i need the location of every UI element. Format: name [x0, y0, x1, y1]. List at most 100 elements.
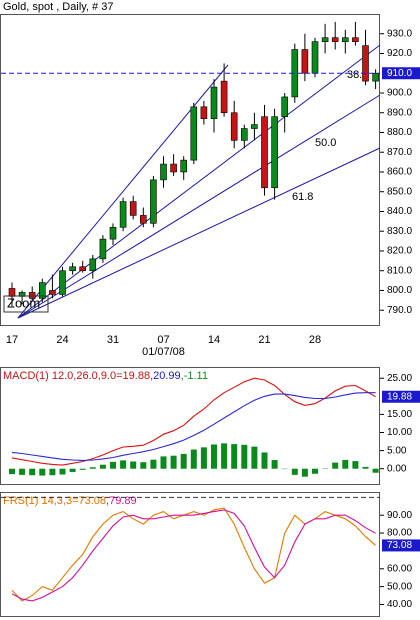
candle-body: [241, 128, 248, 141]
title-segment: ,20.99: [150, 370, 181, 382]
fib-line: [17, 44, 381, 319]
candle-body: [89, 258, 97, 272]
candle-body: [119, 201, 127, 228]
candle-body: [79, 266, 86, 272]
y-tick-label: 820.0: [387, 246, 412, 257]
candle-body: [251, 124, 258, 129]
candle-body: [99, 238, 107, 260]
stoch-panel: [0, 492, 380, 617]
y-tick-label: 900.0: [387, 88, 412, 99]
title-segment: ,-1.11: [181, 370, 208, 382]
x-tick-label: 28: [309, 334, 321, 346]
candle-body: [170, 163, 177, 173]
series-line: [11, 392, 376, 461]
histogram-bar: [352, 461, 359, 469]
y-tick-label: 60.00: [387, 563, 412, 574]
value-box-label: 19.88: [387, 391, 412, 402]
candle-body: [321, 37, 329, 42]
candle-body: [230, 112, 238, 141]
histogram-bar: [372, 468, 379, 473]
candle-body: [271, 116, 278, 189]
x-tick-label: 14: [208, 334, 220, 346]
macd-panel: [0, 367, 380, 485]
y-tick-label: 790.0: [387, 305, 412, 316]
x-tick-label: 17: [6, 334, 18, 346]
candle-body: [362, 45, 369, 82]
histogram-bar: [39, 468, 46, 476]
x-tick-label: 31: [107, 334, 119, 346]
candle-body: [311, 41, 319, 74]
title-segment: ,79.89: [106, 495, 137, 507]
y-tick-label: 90.00: [387, 510, 412, 521]
y-tick-label: 930.0: [387, 28, 412, 39]
y-tick-label: 10.00: [387, 427, 412, 438]
histogram-bar: [180, 453, 187, 469]
histogram-bar: [130, 461, 137, 469]
candle-body: [200, 106, 208, 119]
candle-body: [210, 86, 218, 119]
histogram-bar: [241, 444, 248, 469]
price-panel: [0, 14, 380, 326]
y-tick-label: 15.00: [387, 409, 412, 420]
zoom-label[interactable]: Zoom: [7, 295, 40, 310]
candle-body: [150, 179, 157, 224]
candle-body: [352, 37, 359, 42]
y-tick-label: 850.0: [387, 186, 412, 197]
fib-label: 50.0: [315, 137, 336, 149]
candle-body: [140, 215, 147, 224]
candle-body: [160, 163, 167, 181]
candle-body: [59, 270, 66, 295]
title-segment: FRS(1) 14,3,3=73.08: [3, 495, 106, 507]
y-tick-label: 40.00: [387, 599, 412, 610]
histogram-bar: [99, 464, 106, 469]
zoom-button[interactable]: [3, 295, 49, 313]
histogram-bar: [79, 468, 86, 470]
histogram-bar: [312, 468, 318, 474]
candle-body: [372, 72, 379, 82]
y-tick-label: 810.0: [387, 265, 412, 276]
fib-line: [17, 147, 381, 319]
value-box: [382, 390, 420, 403]
y-tick-label: 50.00: [387, 581, 412, 592]
histogram-bar: [271, 460, 278, 469]
candle-body: [261, 116, 268, 189]
chart-title: Gold, spot , Daily, # 37: [3, 1, 113, 13]
x-sublabel: 01/07/08: [142, 346, 185, 358]
fib-line: [17, 94, 381, 319]
y-tick-label: 800.0: [387, 285, 412, 296]
candle-body: [28, 292, 36, 299]
series-line: [11, 377, 376, 466]
value-box: [382, 67, 420, 80]
y-tick-label: 860.0: [387, 167, 412, 178]
histogram-bar: [110, 461, 116, 469]
histogram-bar: [251, 446, 258, 469]
value-box-label: 910.0: [387, 68, 412, 79]
histogram-bar: [231, 444, 238, 469]
histogram-bar: [160, 456, 167, 469]
histogram-bar: [261, 452, 268, 469]
series-line: [11, 509, 376, 602]
value-box-label: 73.08: [387, 540, 412, 551]
histogram-bar: [362, 466, 369, 469]
value-box: [382, 539, 420, 552]
y-tick-label: 830.0: [387, 226, 412, 237]
histogram-bar: [211, 444, 217, 469]
candle-body: [180, 159, 187, 173]
y-tick-label: 840.0: [387, 206, 412, 217]
histogram-bar: [200, 447, 207, 469]
histogram-bar: [221, 443, 228, 469]
y-tick-label: 870.0: [387, 147, 412, 158]
candle-body: [49, 290, 56, 295]
fib-label: 61.8: [292, 191, 313, 203]
histogram-bar: [301, 468, 308, 477]
histogram-bar: [69, 468, 76, 472]
x-tick-label: 24: [56, 334, 68, 346]
x-tick-label: 07: [157, 334, 169, 346]
y-tick-label: 0.00: [387, 463, 407, 474]
histogram-bar: [140, 462, 147, 469]
candle-body: [281, 96, 289, 117]
histogram-bar: [29, 468, 36, 476]
y-tick-label: 80.00: [387, 528, 412, 539]
histogram-bar: [150, 459, 157, 469]
